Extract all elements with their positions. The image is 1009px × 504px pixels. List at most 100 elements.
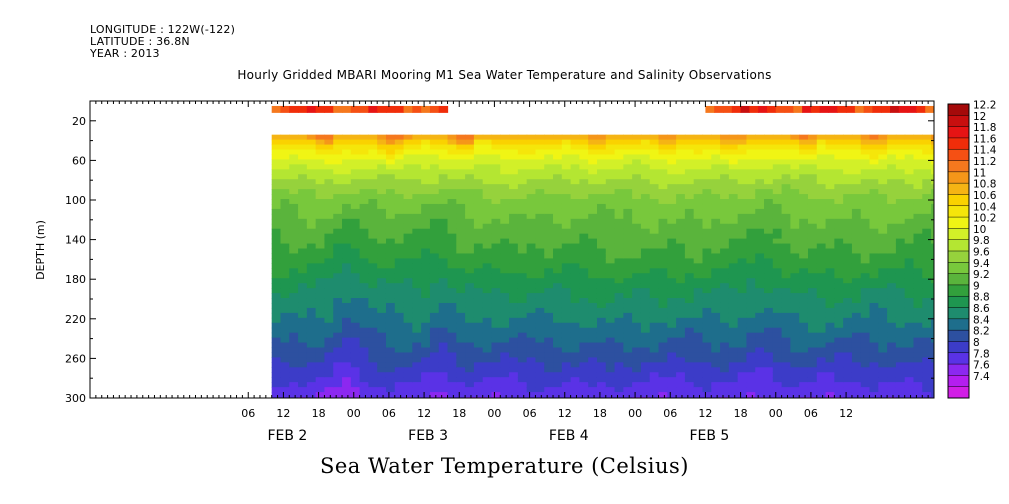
heatmap-cell bbox=[737, 149, 748, 156]
heatmap-cell bbox=[632, 253, 642, 260]
heatmap-cell bbox=[922, 248, 932, 255]
heatmap-cell bbox=[324, 392, 334, 398]
heatmap-cell bbox=[843, 144, 853, 151]
heatmap-cell bbox=[693, 377, 704, 383]
heatmap-cell bbox=[535, 258, 545, 264]
heatmap-cell bbox=[368, 169, 378, 175]
heatmap-cell bbox=[684, 253, 695, 260]
heatmap-cell bbox=[377, 273, 387, 279]
heatmap-cell bbox=[385, 347, 396, 354]
heatmap-cell bbox=[342, 253, 352, 260]
heatmap-cell bbox=[755, 194, 765, 200]
heatmap-cell bbox=[702, 233, 712, 240]
heatmap-cell bbox=[702, 228, 712, 235]
heatmap-cell bbox=[421, 293, 431, 299]
heatmap-cell bbox=[377, 357, 387, 363]
heatmap-cell bbox=[913, 258, 923, 264]
heatmap-cell bbox=[720, 228, 730, 235]
heatmap-cell bbox=[790, 208, 800, 215]
heatmap-cell bbox=[922, 208, 932, 215]
heatmap-cell bbox=[632, 213, 642, 220]
heatmap-cell bbox=[473, 288, 484, 294]
heatmap-cell bbox=[702, 154, 712, 161]
heatmap-cell bbox=[421, 134, 431, 141]
heatmap-cell bbox=[500, 362, 510, 368]
heatmap-cell bbox=[500, 189, 510, 195]
heatmap-cell bbox=[394, 317, 405, 324]
heatmap-cell bbox=[895, 357, 906, 363]
heatmap-cell bbox=[456, 372, 466, 378]
heatmap-cell bbox=[315, 208, 326, 215]
heatmap-cell bbox=[561, 149, 572, 156]
heatmap-cell bbox=[807, 203, 818, 210]
heatmap-cell bbox=[271, 184, 282, 190]
heatmap-cell bbox=[342, 238, 352, 245]
heatmap-cell bbox=[711, 327, 721, 334]
heatmap-cell bbox=[632, 352, 642, 359]
heatmap-cell bbox=[412, 367, 422, 373]
heatmap-cell bbox=[588, 228, 598, 235]
heatmap-cell bbox=[887, 367, 897, 373]
heatmap-cell bbox=[403, 154, 413, 161]
colorbar-swatch bbox=[948, 149, 969, 162]
heatmap-cell bbox=[869, 342, 879, 349]
heatmap-cell bbox=[289, 283, 299, 289]
heatmap-cell bbox=[271, 342, 282, 349]
heatmap-cell bbox=[561, 387, 572, 393]
heatmap-cell bbox=[456, 164, 466, 170]
heatmap-cell bbox=[887, 154, 897, 161]
heatmap-cell bbox=[438, 238, 449, 245]
heatmap-cell bbox=[342, 278, 352, 284]
heatmap-cell bbox=[816, 273, 827, 279]
heatmap-cell bbox=[781, 372, 791, 378]
heatmap-cell bbox=[377, 213, 387, 220]
heatmap-cell bbox=[676, 377, 686, 383]
heatmap-cell bbox=[333, 298, 343, 304]
heatmap-cell bbox=[350, 194, 361, 200]
heatmap-cell bbox=[772, 283, 783, 289]
heatmap-cell bbox=[596, 298, 607, 304]
heatmap-cell bbox=[887, 149, 897, 156]
heatmap-cell bbox=[825, 312, 835, 319]
heatmap-cell bbox=[649, 169, 660, 175]
heatmap-cell bbox=[913, 293, 923, 299]
heatmap-cell bbox=[843, 322, 853, 329]
heatmap-cell bbox=[465, 317, 475, 324]
heatmap-cell bbox=[491, 189, 501, 195]
heatmap-cell bbox=[333, 392, 343, 398]
heatmap-cell bbox=[605, 372, 616, 378]
heatmap-cell bbox=[465, 362, 475, 368]
heatmap-cell bbox=[860, 362, 871, 368]
heatmap-cell bbox=[412, 288, 422, 294]
heatmap-cell bbox=[667, 332, 677, 339]
heatmap-cell bbox=[772, 164, 783, 170]
heatmap-cell bbox=[403, 377, 413, 383]
heatmap-cell bbox=[298, 367, 308, 373]
heatmap-cell bbox=[649, 179, 660, 185]
heatmap-cell bbox=[509, 382, 519, 388]
heatmap-cell bbox=[429, 302, 440, 309]
heatmap-cell bbox=[280, 273, 290, 279]
heatmap-cell bbox=[931, 253, 934, 260]
heatmap-cell bbox=[342, 149, 352, 156]
heatmap-cell bbox=[614, 223, 624, 230]
heatmap-cell bbox=[895, 302, 906, 309]
heatmap-cell bbox=[922, 372, 932, 378]
heatmap-cell bbox=[544, 288, 554, 294]
heatmap-cell bbox=[280, 174, 290, 180]
heatmap-cell bbox=[298, 268, 308, 274]
heatmap-cell bbox=[473, 174, 484, 180]
heatmap-cell bbox=[720, 342, 730, 349]
heatmap-cell bbox=[289, 218, 299, 225]
heatmap-cell bbox=[737, 342, 748, 349]
heatmap-cell bbox=[394, 243, 405, 250]
heatmap-cell bbox=[869, 352, 879, 359]
heatmap-cell bbox=[429, 189, 440, 195]
heatmap-cell bbox=[596, 218, 607, 225]
heatmap-cell bbox=[377, 367, 387, 373]
heatmap-cell bbox=[799, 154, 809, 161]
heatmap-cell bbox=[509, 278, 519, 284]
heatmap-cell bbox=[473, 139, 484, 146]
heatmap-cell bbox=[438, 377, 449, 383]
heatmap-cell bbox=[605, 248, 616, 255]
